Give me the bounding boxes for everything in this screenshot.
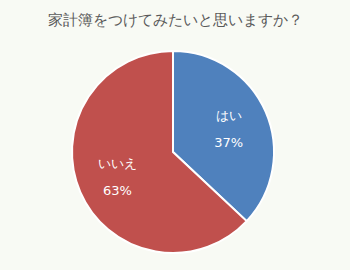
data-label: 37%	[214, 135, 243, 150]
chart: 家計簿をつけてみたいと思いますか？ はい 37% いいえ 63%	[0, 0, 350, 270]
pie-slice	[72, 51, 247, 253]
pie	[72, 51, 274, 253]
title: 家計簿をつけてみたいと思いますか？	[48, 11, 303, 29]
data-label: 63%	[103, 183, 132, 198]
slice-label: はい	[216, 108, 242, 123]
slice-label: いいえ	[98, 156, 137, 171]
labels: はい 37% いいえ 63%	[98, 108, 243, 198]
background	[0, 0, 350, 270]
